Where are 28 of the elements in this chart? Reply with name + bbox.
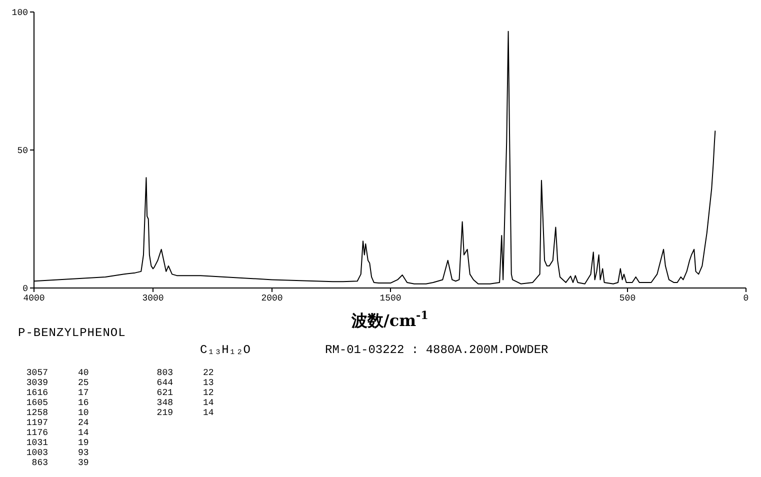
text: 1003 93 — [26, 448, 89, 458]
text: C₁₃H₁₂O — [200, 343, 250, 357]
x-tick-label: 0 — [743, 293, 749, 304]
x-axis-title: 波数/cm$^{-1}$ — [350, 308, 428, 330]
text: 348 14 — [156, 398, 214, 408]
text: 219 14 — [156, 408, 214, 418]
x-tick-label: 2000 — [261, 293, 283, 304]
text: 3057 40 — [26, 368, 89, 378]
text: 621 12 — [156, 388, 214, 398]
x-tick-label: 1500 — [380, 293, 402, 304]
x-tick-label: 4000 — [23, 293, 45, 304]
x-tick-label: 3000 — [142, 293, 164, 304]
text: RM-01-03222 : 4880A.200M.POWDER — [325, 343, 548, 357]
text: 1031 19 — [26, 438, 89, 448]
text: 803 22 — [156, 368, 214, 378]
text: 1605 16 — [26, 398, 89, 408]
text: P-BENZYLPHENOL — [18, 326, 126, 340]
text: 644 13 — [156, 378, 214, 388]
y-tick-label: 100 — [12, 8, 28, 18]
text: 863 39 — [32, 458, 89, 468]
x-tick-label: 500 — [619, 293, 636, 304]
text: 1258 10 — [26, 408, 89, 418]
text: 3039 25 — [26, 378, 89, 388]
text: 1176 14 — [26, 428, 89, 438]
y-tick-label: 0 — [22, 284, 28, 294]
y-tick-label: 50 — [17, 146, 28, 156]
text: 1197 24 — [26, 418, 89, 428]
text: 1616 17 — [26, 388, 89, 398]
